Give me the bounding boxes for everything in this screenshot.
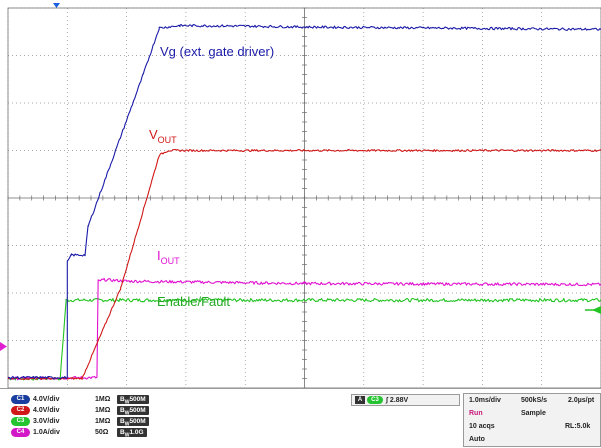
acquisition-state: Run	[469, 410, 483, 417]
trigger-mode: Auto	[469, 436, 485, 443]
trigger-source-label: A	[355, 396, 365, 404]
bandwidth-limit: BW500M	[117, 394, 149, 405]
label-enable-fault: Enable/Fault	[157, 294, 230, 309]
label-vout: VOUT	[149, 127, 177, 145]
plot-frame	[7, 7, 601, 388]
timebase: 1.0ms/div	[469, 397, 501, 404]
channel-badge[interactable]: C1	[11, 394, 30, 404]
acquisition-mode: Sample	[521, 410, 546, 417]
trigger-slope-icon: ∫	[386, 396, 388, 404]
channel-badge[interactable]: C3	[11, 416, 30, 426]
channel-impedance: 1MΩ	[95, 395, 111, 403]
sample-rate: 500kS/s	[521, 397, 548, 404]
label-iout-sub: OUT	[161, 256, 181, 266]
status-bar: C1 4.0V/div 1MΩ BW500M C2 4.0V/div 1MΩ BW500M C3…	[0, 388, 601, 448]
channel-row-c1[interactable]: C1 4.0V/div 1MΩ BW500M	[11, 394, 149, 405]
horizontal-readout[interactable]: 1.0ms/div 500kS/s 2.0µs/pt Run Sample 10…	[463, 393, 601, 447]
bandwidth-limit: BW500M	[117, 416, 149, 427]
acquisition-count: 10 acqs	[469, 423, 495, 430]
resolution: 2.0µs/pt	[568, 397, 595, 404]
label-vout-main: V	[149, 127, 158, 142]
channel-impedance: 1MΩ	[95, 406, 111, 414]
channel-scale: 3.0V/div	[33, 417, 60, 425]
trace-c3	[7, 297, 601, 381]
channel-scale: 1.0A/div	[33, 428, 60, 436]
bandwidth-limit: BW500M	[117, 405, 149, 416]
label-vg: Vg (ext. gate driver)	[160, 44, 274, 59]
trace-c1	[7, 23, 601, 380]
channel-scale: 4.0V/div	[33, 406, 60, 414]
trace-c4	[7, 277, 601, 381]
channel-badge[interactable]: C4	[11, 427, 30, 437]
channel-scale: 4.0V/div	[33, 395, 60, 403]
ground-marker[interactable]	[0, 342, 7, 351]
channel-row-c3[interactable]: C3 3.0V/div 1MΩ BW500M	[11, 416, 149, 427]
channel-badge[interactable]: C2	[11, 405, 30, 415]
channel-row-c4[interactable]: C4 1.0A/div 50Ω BW1.0G	[11, 427, 147, 438]
label-iout: IOUT	[157, 248, 180, 266]
bandwidth-limit: BW1.0G	[117, 427, 147, 438]
trigger-level: 2.88V	[389, 396, 409, 404]
record-length: RL:5.0k	[565, 423, 591, 430]
channel-row-c2[interactable]: C2 4.0V/div 1MΩ BW500M	[11, 405, 149, 416]
channel-impedance: 1MΩ	[95, 417, 111, 425]
trace-c2	[7, 149, 601, 380]
label-vout-sub: OUT	[158, 135, 178, 145]
plot-background	[0, 0, 601, 388]
waveform-traces	[7, 23, 601, 381]
trigger-readout[interactable]: A C3 ∫ 2.88V	[351, 394, 460, 406]
trigger-position-marker[interactable]	[53, 3, 60, 8]
oscilloscope-display: Vg (ext. gate driver) VOUT IOUT Enable/F…	[0, 0, 601, 388]
trigger-channel: C3	[367, 396, 383, 404]
label-iout-main: I	[157, 248, 161, 263]
channel-impedance: 50Ω	[95, 428, 109, 436]
